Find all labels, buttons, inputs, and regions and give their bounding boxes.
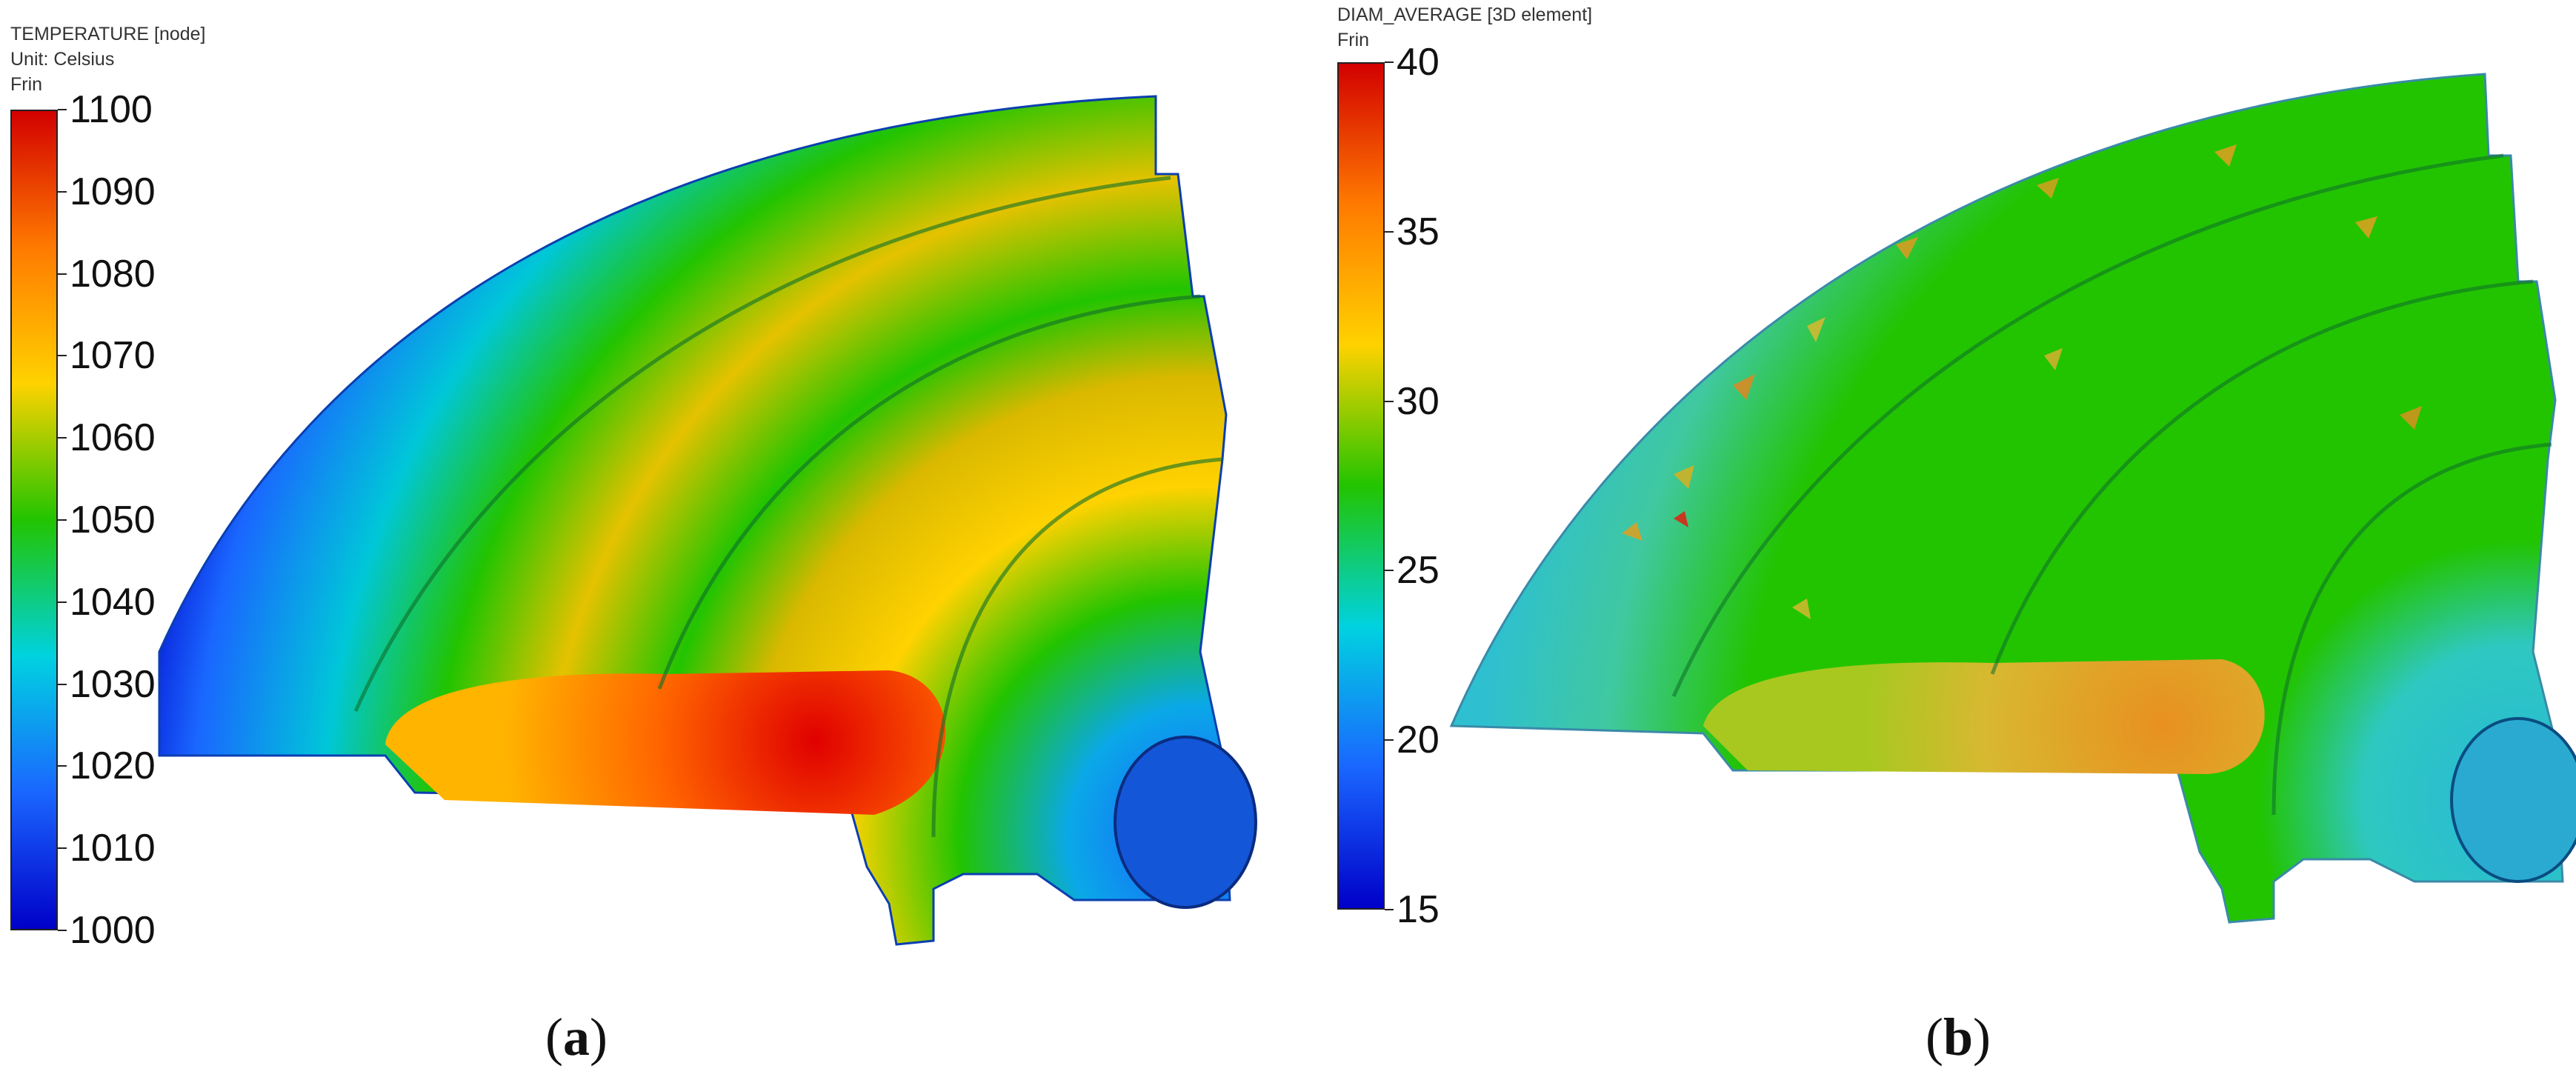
- temperature-contour-model: [158, 95, 1257, 946]
- temperature-scale-tick-label: 1020: [70, 744, 156, 788]
- temperature-step-edge-middle: [657, 294, 1201, 690]
- temperature-scale-tick-label: 1090: [70, 170, 156, 213]
- temperature-hot-zone: [385, 670, 946, 815]
- diameter-scale-tick-mark: [1385, 739, 1394, 741]
- panel-a-header-unit: Unit: Celsius: [10, 49, 115, 70]
- diameter-scale-tick-mark: [1385, 909, 1394, 910]
- temperature-part-body: [158, 95, 1231, 946]
- temperature-color-scale: [10, 110, 58, 930]
- temperature-scale-tick-label: 1030: [70, 662, 156, 706]
- temperature-scale-tick-label: 1080: [70, 252, 156, 296]
- temperature-scale-tick-mark: [58, 765, 67, 767]
- temperature-scale-tick-label: 1040: [70, 580, 156, 624]
- panel-a-header-title: TEMPERATURE [node]: [10, 24, 206, 44]
- panel-b: DIAM_AVERAGE [3D element] Frin 40 35 30 25 2…: [1288, 0, 2576, 1080]
- temperature-scale-tick-mark: [58, 601, 67, 603]
- diameter-scale-tick-label: 40: [1397, 41, 1440, 84]
- panel-b-header-title: DIAM_AVERAGE [3D element]: [1337, 4, 1593, 25]
- temperature-scale-tick-mark: [58, 437, 67, 439]
- panel-b-caption: (b): [1926, 1007, 1991, 1067]
- diameter-step-edge-middle: [1990, 279, 2534, 675]
- temperature-scale-tick-mark: [58, 683, 67, 685]
- panel-a: TEMPERATURE [node] Unit: Celsius Frin 11…: [10, 24, 1257, 1067]
- diameter-coarse-zone: [1703, 659, 2265, 774]
- temperature-scale-tick-mark: [58, 847, 67, 850]
- temperature-scale-tick-label: 1050: [70, 499, 156, 541]
- diameter-scale-tick-label: 25: [1397, 549, 1440, 593]
- diameter-scale-tick-label: 20: [1397, 719, 1440, 762]
- diameter-scale-tick-label: 15: [1397, 888, 1440, 931]
- diameter-scale-tick-mark: [1385, 230, 1394, 233]
- diameter-step-edge-inner: [2272, 442, 2552, 816]
- temperature-scale-tick-label: 1060: [70, 416, 156, 460]
- temperature-hub-bore: [1114, 736, 1257, 909]
- diameter-step-edge-outer: [1671, 153, 2504, 698]
- temperature-scale-tick-mark: [58, 355, 67, 357]
- temperature-step-edge-outer: [353, 176, 1171, 713]
- temperature-scale-tick-label: 1000: [70, 909, 156, 952]
- temperature-scale-tick-mark: [58, 190, 67, 193]
- diameter-contour-model: [1449, 73, 2576, 924]
- temperature-scale-tick-mark: [58, 273, 67, 275]
- temperature-scale-tick-label: 1070: [70, 334, 156, 378]
- temperature-step-edge-inner: [931, 457, 1223, 838]
- diameter-color-scale: [1337, 62, 1385, 910]
- temperature-scale-tick-mark: [58, 519, 67, 521]
- panel-b-header-frin: Frin: [1337, 30, 1370, 50]
- temperature-scale-tick-mark: [58, 930, 67, 931]
- diameter-mesh-speckles: [1622, 144, 2422, 619]
- temperature-scale-tick-mark: [58, 109, 67, 110]
- diameter-scale-tick-label: 35: [1397, 210, 1440, 253]
- panel-a-caption: (a): [545, 1007, 608, 1067]
- panel-a-header-frin: Frin: [10, 74, 43, 95]
- temperature-scale-tick-label: 1010: [70, 827, 156, 870]
- diameter-scale-tick-mark: [1385, 400, 1394, 402]
- diameter-hub-bore: [2450, 717, 2576, 883]
- diameter-scale-tick-mark: [1385, 61, 1394, 63]
- temperature-scale-tick-label: 1100: [70, 88, 153, 131]
- diameter-scale-tick-mark: [1385, 570, 1394, 572]
- diameter-scale-tick-label: 30: [1397, 379, 1440, 423]
